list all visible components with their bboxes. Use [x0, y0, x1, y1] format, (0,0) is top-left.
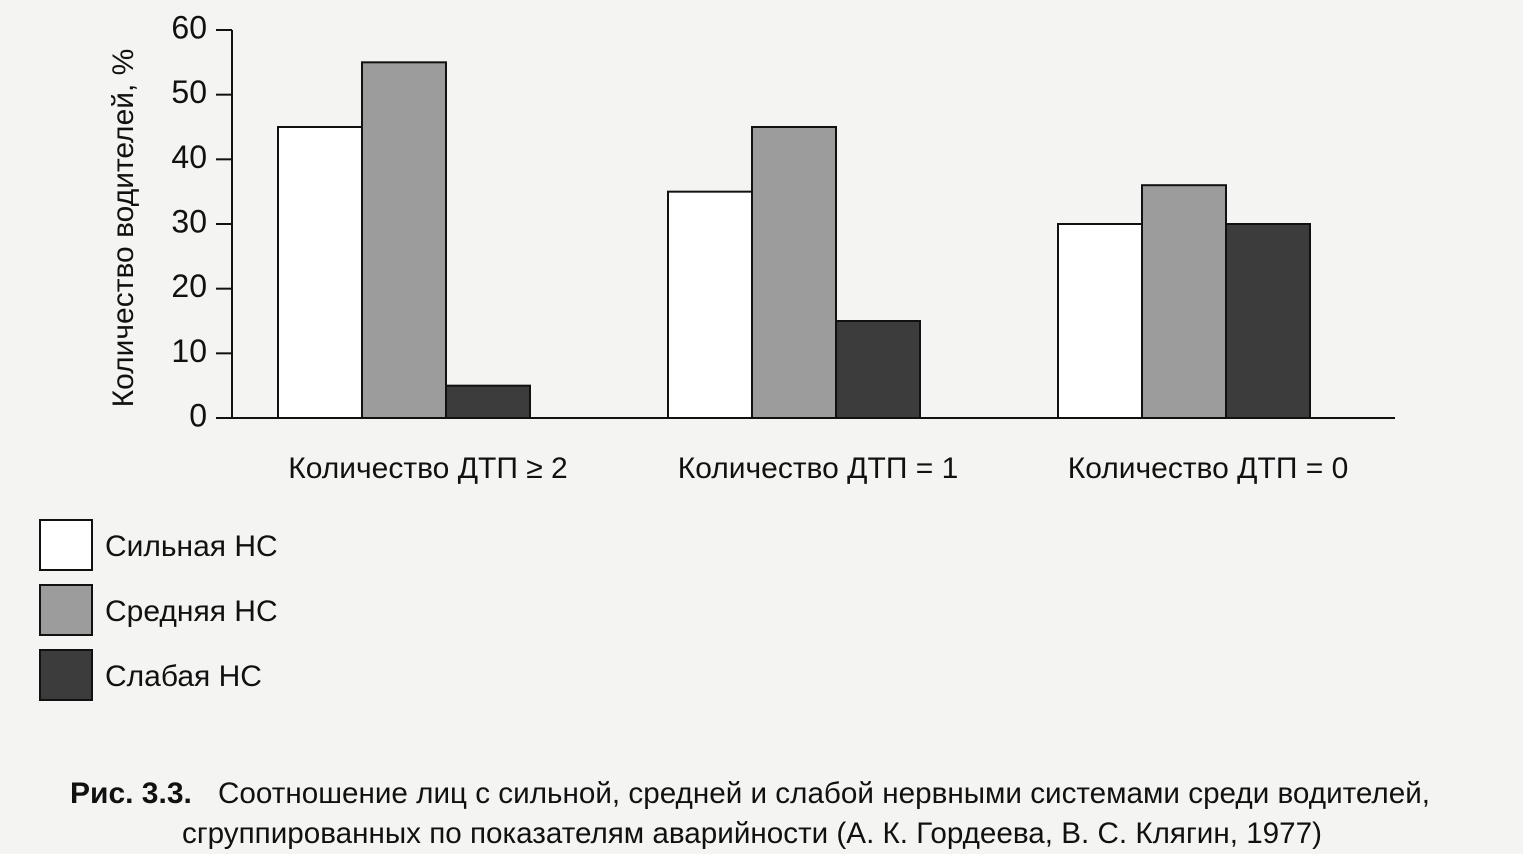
- y-tick-label: 60: [171, 9, 207, 45]
- y-tick-label: 0: [189, 397, 207, 433]
- y-axis-label: Количество водителей, %: [107, 49, 140, 408]
- y-tick-label: 50: [171, 74, 207, 110]
- y-tick-label: 10: [171, 333, 207, 369]
- bar: [1225, 223, 1311, 419]
- bar: [277, 126, 363, 419]
- bar: [361, 61, 447, 419]
- bar: [1057, 223, 1143, 419]
- legend-swatch: [39, 649, 93, 701]
- bar: [835, 320, 921, 419]
- x-tick-label: Количество ДТП ≥ 2: [288, 452, 567, 485]
- legend-swatch: [39, 584, 93, 636]
- x-tick-label: Количество ДТП = 1: [678, 452, 959, 485]
- legend-label: Средняя НС: [105, 595, 278, 628]
- x-tick-label: Количество ДТП = 0: [1068, 452, 1349, 485]
- y-tick-label: 20: [171, 268, 207, 304]
- legend-label: Слабая НС: [105, 660, 262, 693]
- y-tick-label: 40: [171, 139, 207, 175]
- caption-line: Соотношение лиц с сильной, средней и сла…: [218, 777, 1430, 810]
- caption-line: сгруппированных по показателям аварийнос…: [182, 817, 1322, 850]
- y-tick-label: 30: [171, 203, 207, 239]
- legend-label: Сильная НС: [105, 530, 278, 563]
- caption-label: Рис. 3.3.: [70, 777, 192, 810]
- bar: [667, 190, 753, 419]
- bar: [445, 384, 531, 419]
- legend-swatch: [39, 519, 93, 571]
- bar: [751, 126, 837, 419]
- bar: [1141, 184, 1227, 419]
